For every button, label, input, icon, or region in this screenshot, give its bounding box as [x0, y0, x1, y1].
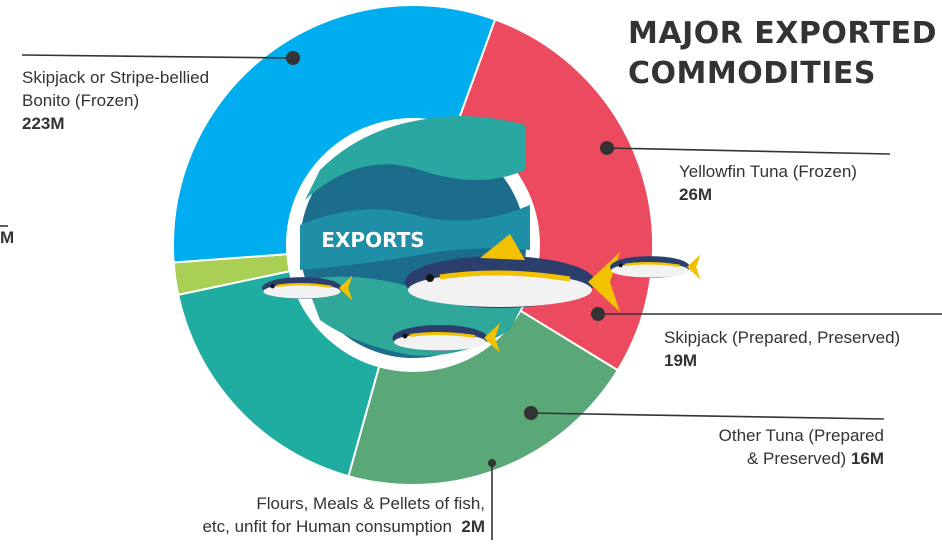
leader-dot: [286, 51, 300, 65]
slice-label-text: & Preserved): [746, 449, 847, 468]
slice-label-text: Skipjack (Prepared, Preserved): [664, 328, 901, 347]
slice-label-other-tuna: Other Tuna (Prepared & Preserved) 16M: [719, 424, 884, 470]
chart-title-line-2: COMMODITIES: [628, 56, 877, 91]
leader-line: [530, 412, 885, 420]
leader-dot: [488, 459, 496, 467]
emblem-wave-top: [305, 116, 525, 200]
slice-value: 2M: [461, 517, 485, 536]
slice-label-text: Skipjack or Stripe-bellied: [22, 68, 210, 87]
slice-value: 26M: [679, 185, 713, 204]
leader-line: [21, 54, 294, 59]
slice-label-flours: Flours, Meals & Pellets of fish, etc, un…: [202, 492, 485, 538]
leader-dot: [591, 307, 605, 321]
tuna-illustrations: [262, 234, 701, 353]
slice-label-text: Other Tuna (Prepared: [718, 426, 884, 445]
slice-value: 19M: [664, 351, 698, 370]
leader-lines: [0, 51, 942, 540]
leader-dot: [600, 141, 614, 155]
chart-title-line-1: MAJOR EXPORTED: [628, 16, 938, 51]
emblem-wave-middle: [300, 205, 530, 270]
leader-line: [606, 147, 891, 155]
slice-label-text: Bonito (Frozen): [22, 91, 140, 110]
leader-dot: [524, 406, 538, 420]
slice-label-skipjack-frozen: Skipjack or Stripe-bellied Bonito (Froze…: [22, 66, 209, 135]
tuna-fish-icon: [610, 254, 701, 280]
center-label: EXPORTS: [321, 228, 424, 252]
tuna-fish-icon: [392, 323, 500, 353]
chart-title: MAJOR EXPORTED COMMODITIES: [628, 14, 937, 94]
tuna-fish-icon: [262, 275, 353, 301]
slice-label-yellowfin: Yellowfin Tuna (Frozen) 26M: [679, 160, 857, 206]
slice-value: 16M: [850, 449, 884, 468]
edge-fragment-text: M: [0, 228, 15, 247]
tuna-fish-icon: [405, 234, 620, 312]
slice-label-skipjack-prepared: Skipjack (Prepared, Preserved) 19M: [664, 326, 900, 372]
slice-label-text: Flours, Meals & Pellets of fish,: [256, 494, 485, 513]
slice-label-text: etc, unfit for Human consumption: [202, 517, 452, 536]
slice-label-text: Yellowfin Tuna (Frozen): [679, 162, 857, 181]
slice-value: 223M: [22, 114, 65, 133]
